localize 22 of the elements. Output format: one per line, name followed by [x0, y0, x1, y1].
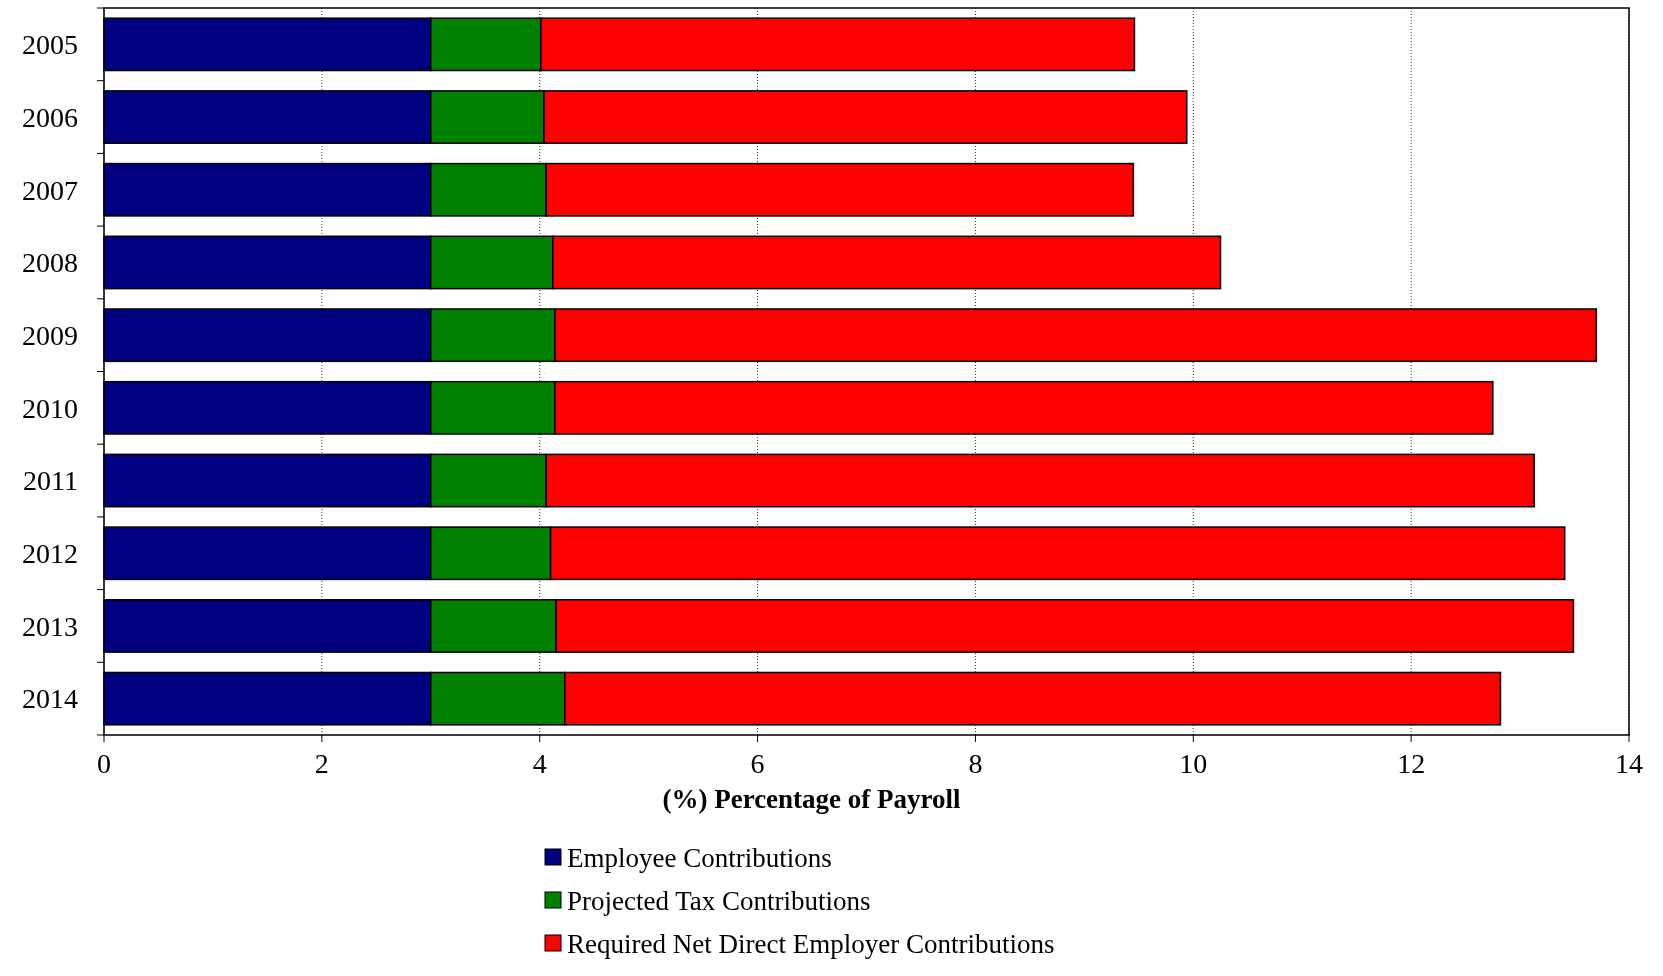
x-tick-label: 2	[314, 748, 329, 779]
x-tick-label: 4	[532, 748, 547, 779]
x-tick-label: 8	[968, 748, 983, 779]
y-tick-label: 2011	[23, 465, 78, 497]
y-tick-label: 2008	[22, 247, 78, 279]
x-tick-label: 12	[1397, 748, 1426, 779]
y-tick-label: 2012	[22, 538, 78, 570]
x-axis-title: (%) Percentage of Payroll	[662, 784, 962, 814]
x-tick-label: 6	[750, 748, 765, 779]
legend-label: Employee Contributions	[567, 843, 832, 874]
legend-label: Projected Tax Contributions	[567, 886, 871, 917]
y-tick-label: 2010	[22, 392, 78, 424]
y-tick-label: 2005	[22, 29, 78, 61]
y-tick-label: 2013	[22, 610, 78, 642]
x-tick-label: 10	[1179, 748, 1208, 779]
x-tick-label: 14	[1615, 748, 1643, 779]
x-tick-label: 0	[97, 748, 111, 779]
legend-label: Required Net Direct Employer Contributions	[567, 929, 1055, 960]
y-tick-label: 2009	[22, 319, 78, 351]
y-tick-label: 2006	[22, 101, 78, 133]
y-tick-label: 2007	[22, 174, 78, 206]
y-tick-label: 2014	[22, 683, 78, 715]
